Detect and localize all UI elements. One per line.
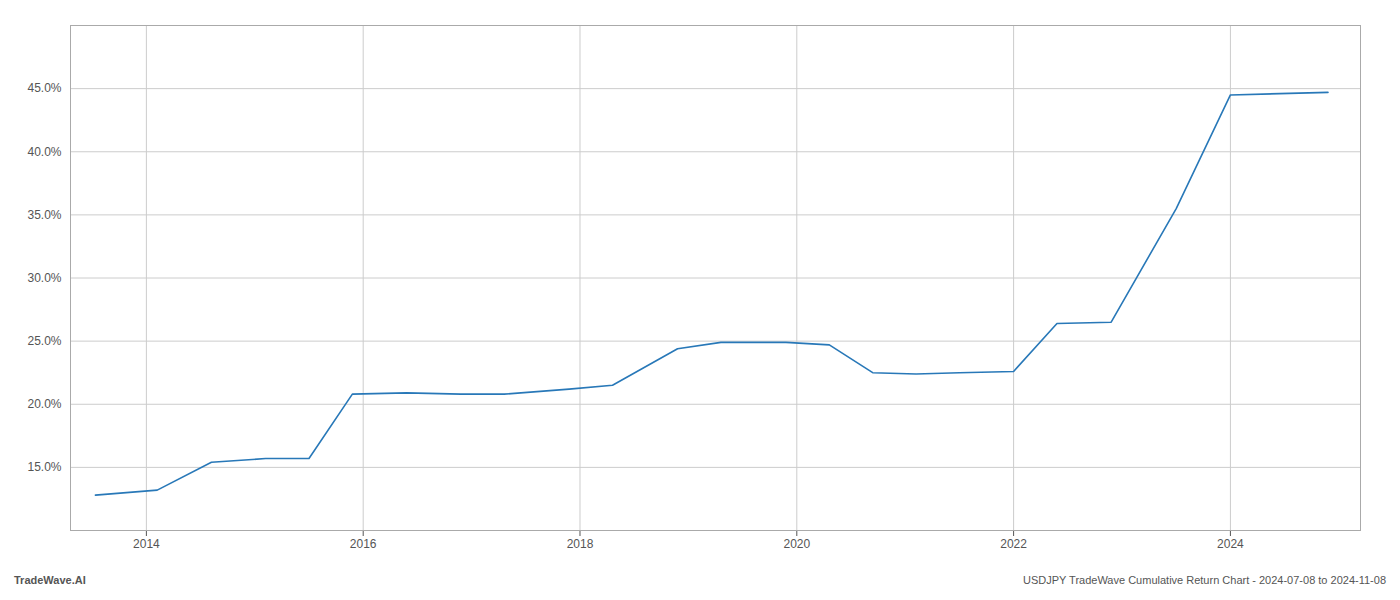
- svg-text:45.0%: 45.0%: [27, 81, 61, 95]
- html-text:TradeWave.AI: TradeWave.AI: [14, 574, 86, 586]
- svg-text:30.0%: 30.0%: [27, 271, 61, 285]
- svg-text:2016: 2016: [350, 537, 377, 551]
- svg-text:2018: 2018: [567, 537, 594, 551]
- svg-text:25.0%: 25.0%: [27, 334, 61, 348]
- svg-text:2022: 2022: [1000, 537, 1027, 551]
- svg-text:40.0%: 40.0%: [27, 145, 61, 159]
- svg-text:20.0%: 20.0%: [27, 397, 61, 411]
- svg-text:35.0%: 35.0%: [27, 208, 61, 222]
- svg-text:2024: 2024: [1217, 537, 1244, 551]
- svg-text:2014: 2014: [133, 537, 160, 551]
- svg-text:2020: 2020: [783, 537, 810, 551]
- html-text:USDJPY TradeWave Cumulative Re: USDJPY TradeWave Cumulative Return Chart…: [1023, 574, 1386, 586]
- svg-text:15.0%: 15.0%: [27, 460, 61, 474]
